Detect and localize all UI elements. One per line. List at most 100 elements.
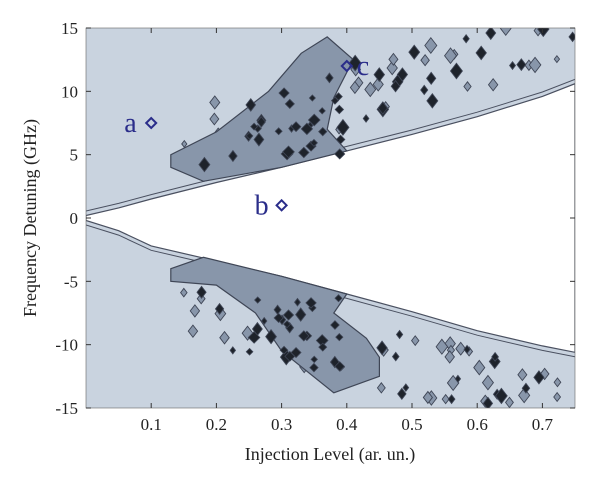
y-axis-label: Frequency Detuning (GHz) [20, 119, 41, 317]
core-blob [284, 350, 296, 362]
dark-blob [533, 370, 545, 385]
y-tick-label: 5 [70, 146, 79, 165]
contour-island [443, 47, 457, 65]
dark-blob [295, 307, 307, 322]
core-blob [245, 132, 254, 140]
point-b: b [255, 190, 289, 221]
dark-blob [402, 383, 410, 392]
core-blob [315, 334, 329, 347]
point-a: a [124, 108, 158, 139]
dark-blob [420, 84, 429, 96]
dark-blob [426, 93, 439, 109]
dark-blob [253, 132, 265, 147]
dark-blob [568, 31, 575, 43]
core-blob [318, 107, 326, 115]
contour-island [473, 359, 486, 376]
contour-island [528, 56, 542, 74]
dark-blob [509, 61, 517, 71]
dark-blob [463, 344, 471, 354]
contour-island [388, 52, 399, 66]
dark-blob [294, 297, 301, 307]
dark-blob [449, 62, 463, 80]
core-blob [273, 312, 284, 324]
core-blob [318, 126, 328, 137]
core-blob [307, 113, 321, 127]
dark-blob [537, 28, 550, 38]
plot-area [86, 28, 575, 408]
dark-blob [377, 101, 388, 115]
core-blob [335, 134, 346, 145]
dark-blob [397, 387, 407, 401]
core-blob [334, 148, 346, 160]
core-blob [274, 127, 283, 136]
x-tick-label: 0.5 [401, 415, 422, 434]
dark-blob [198, 156, 211, 173]
y-axis-ticks: -15 -10 -5 0 5 10 15 [55, 19, 575, 418]
point-label: c [357, 51, 369, 82]
core-blob [283, 320, 292, 329]
y-tick-label: 15 [61, 19, 78, 38]
contour-island [463, 81, 472, 92]
marked-points: a b c [124, 51, 369, 221]
core-blob [335, 332, 344, 342]
contour-island [504, 396, 514, 408]
dark-blob-layer [196, 28, 575, 408]
core-blob [330, 320, 340, 330]
point-c: c [340, 51, 369, 82]
contour-island [364, 81, 377, 98]
dark-blob [390, 79, 401, 93]
core-blob [300, 122, 314, 136]
locking-region [86, 83, 575, 353]
core-blob [290, 121, 302, 133]
contour-island [481, 374, 495, 391]
contour-island [435, 338, 449, 355]
y-tick-label: -10 [55, 336, 78, 355]
dark-blob [336, 118, 350, 136]
contour-island [187, 324, 199, 339]
core-blob [334, 92, 343, 101]
core-blob [247, 331, 261, 344]
contour-island [376, 382, 386, 394]
contour-island [180, 287, 188, 298]
x-tick-label: 0.2 [206, 415, 227, 434]
dark-blob [228, 149, 238, 163]
contour-island [446, 374, 460, 392]
x-tick-label: 0.6 [467, 415, 488, 434]
point-marker [340, 59, 354, 73]
dark-blob [462, 34, 470, 44]
contour-island [422, 390, 433, 405]
core-blob [310, 355, 318, 364]
dark-blob [245, 97, 257, 112]
core-blob [318, 342, 328, 352]
contour-island [181, 139, 188, 149]
point-label: b [255, 190, 269, 221]
contour-island [189, 304, 201, 318]
y-tick-label: -15 [55, 399, 78, 418]
contour-island [209, 112, 220, 126]
x-tick-label: 0.7 [532, 415, 554, 434]
dark-blob [426, 71, 437, 86]
x-tick-label: 0.1 [141, 415, 162, 434]
core-blob [245, 347, 254, 356]
core-blob [298, 146, 310, 159]
lower-instability-region [170, 256, 380, 394]
core-blob [309, 138, 318, 147]
dark-blob [261, 316, 268, 326]
dark-blob [256, 115, 266, 128]
core-blob [282, 309, 295, 321]
dark-blob [454, 374, 462, 383]
dark-blob [494, 387, 508, 405]
contour-island [424, 36, 438, 54]
core-blob [279, 345, 289, 355]
x-tick-label: 0.3 [271, 415, 292, 434]
contour-island [420, 53, 430, 67]
dark-blob [521, 382, 531, 394]
dark-blob [325, 72, 334, 84]
y-tick-label: -5 [64, 272, 78, 291]
dark-blob [265, 328, 277, 345]
dark-blob [391, 351, 400, 362]
contour-island [372, 77, 384, 92]
contour-island [411, 335, 420, 347]
dark-blob [362, 114, 370, 123]
